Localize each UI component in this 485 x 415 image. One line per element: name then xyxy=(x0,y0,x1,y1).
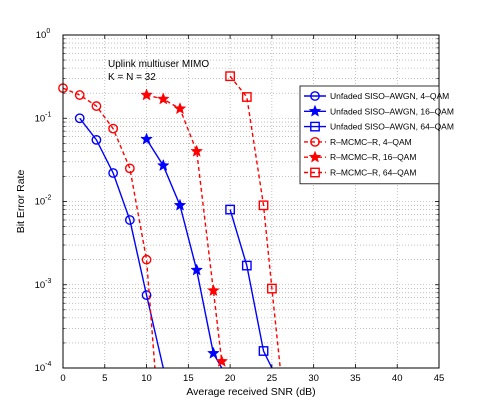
data-point xyxy=(156,92,170,105)
data-point xyxy=(141,290,152,301)
data-point xyxy=(207,346,220,359)
data-point xyxy=(266,283,277,294)
series-line xyxy=(229,209,273,369)
legend-marker xyxy=(310,167,320,178)
data-point xyxy=(124,163,135,174)
data-point xyxy=(140,88,153,101)
legend-label: Unfaded SISO–AWGN, 4–QAM xyxy=(330,91,449,101)
series-r-mcmc-r-64-qam xyxy=(225,71,281,369)
data-point xyxy=(215,354,229,367)
x-tick-label: 0 xyxy=(60,373,65,384)
data-point xyxy=(207,283,220,297)
legend-marker xyxy=(308,104,322,117)
y-axis-label: Bit Error Rate xyxy=(15,170,27,234)
data-point xyxy=(156,158,170,171)
x-tick-label: 15 xyxy=(183,373,194,384)
legend-box xyxy=(299,85,440,185)
legend-marker xyxy=(308,150,322,163)
data-point xyxy=(74,113,85,124)
data-point xyxy=(190,263,204,276)
data-point xyxy=(258,200,269,211)
y-tick-label: 10-2 xyxy=(35,195,52,208)
y-tick-label: 10-4 xyxy=(35,361,52,374)
data-point xyxy=(190,144,204,157)
y-tick-label: 10-1 xyxy=(35,111,52,124)
data-point xyxy=(140,132,153,145)
series-unfaded-siso-awgn-4-qam xyxy=(74,113,164,369)
legend-marker xyxy=(310,136,320,147)
series-line xyxy=(62,87,156,369)
data-point xyxy=(258,346,269,356)
legend-marker xyxy=(310,91,320,101)
data-point xyxy=(141,254,152,265)
legend-label: R–MCMC–R, 64–QAM xyxy=(330,168,416,178)
series-layer xyxy=(58,71,281,369)
data-point xyxy=(225,71,236,82)
data-point xyxy=(91,101,102,111)
data-point xyxy=(108,168,119,178)
x-tick-label: 5 xyxy=(102,373,107,384)
x-tick-label: 25 xyxy=(267,373,278,384)
x-tick-label: 10 xyxy=(141,373,152,384)
legend-marker xyxy=(310,121,320,132)
x-tick-label: 40 xyxy=(392,373,403,384)
x-tick-label: 45 xyxy=(434,373,445,384)
data-point xyxy=(74,90,85,100)
data-point xyxy=(108,123,119,134)
y-tick-label: 10-3 xyxy=(35,278,52,291)
series-unfaded-siso-awgn-64-qam xyxy=(225,204,273,369)
legend: Unfaded SISO–AWGN, 4–QAM Unfaded SISO–AWG… xyxy=(299,85,454,185)
data-point xyxy=(124,215,135,225)
series-line xyxy=(229,75,281,369)
x-tick-label: 35 xyxy=(350,373,361,384)
y-tick-label: 100 xyxy=(36,28,51,41)
legend-label: R–MCMC–R, 4–QAM xyxy=(330,137,412,147)
x-tick-label: 30 xyxy=(308,373,319,384)
series-unfaded-siso-awgn-16-qam xyxy=(140,132,223,369)
data-point xyxy=(91,134,102,145)
x-tick-label: 20 xyxy=(225,373,236,384)
legend-label: Unfaded SISO–AWGN, 16–QAM xyxy=(330,106,454,116)
data-point xyxy=(241,260,252,271)
data-point xyxy=(173,198,187,211)
legend-label: R–MCMC–R, 16–QAM xyxy=(330,152,416,162)
annotation-system: Uplink multiuser MIMO xyxy=(108,59,209,70)
data-point xyxy=(225,204,236,215)
data-point xyxy=(173,102,187,115)
x-axis-label: Average received SNR (dB) xyxy=(186,386,315,398)
data-point xyxy=(241,92,252,102)
series-r-mcmc-r-16-qam xyxy=(140,88,229,367)
annotation-users: K = N = 32 xyxy=(108,72,156,83)
legend-label: Unfaded SISO–AWGN, 64–QAM xyxy=(330,122,454,132)
